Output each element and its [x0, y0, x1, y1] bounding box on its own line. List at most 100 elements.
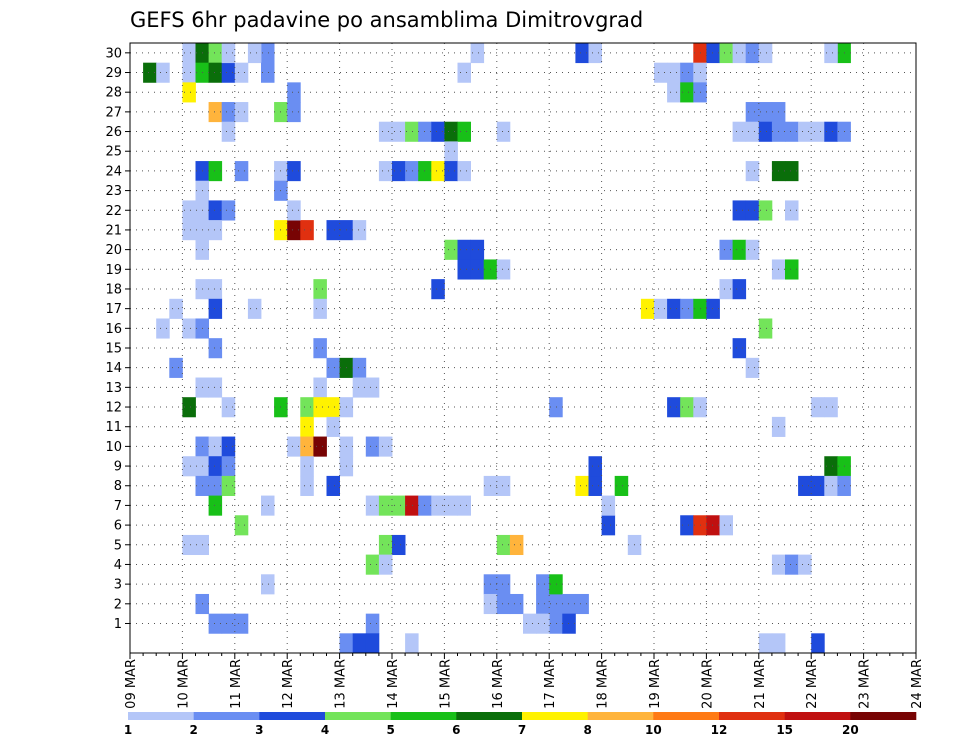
heatmap-cell — [326, 475, 340, 496]
heatmap-cell — [234, 613, 249, 634]
y-tick-label: 26 — [105, 125, 122, 140]
heatmap-cell — [313, 298, 327, 319]
colorbar-label: 2 — [189, 723, 197, 737]
colorbar-swatch — [259, 712, 326, 720]
heatmap-cell — [287, 161, 301, 182]
heatmap-cell — [143, 62, 157, 83]
heatmap-cell — [732, 200, 747, 221]
colorbar-swatch — [719, 712, 785, 720]
heatmap-cell — [811, 475, 825, 496]
colorbar-swatch — [128, 712, 194, 720]
y-tick-label: 19 — [105, 263, 122, 278]
y-tick-label: 21 — [105, 223, 122, 238]
heatmap-cell — [549, 397, 563, 418]
heatmap-cell — [588, 475, 602, 496]
heatmap-cell — [182, 43, 196, 64]
colorbar-swatch — [325, 712, 391, 720]
y-tick-label: 28 — [105, 86, 122, 101]
heatmap-cell — [208, 220, 223, 241]
heatmap-cell — [405, 633, 419, 654]
heatmap-cell — [732, 279, 747, 300]
y-tick-label: 24 — [105, 164, 122, 179]
x-tick-label: 16 MAR — [491, 659, 506, 709]
heatmap-cell — [208, 475, 223, 496]
heatmap-cell — [300, 416, 314, 437]
colorbar-label: 20 — [842, 723, 859, 737]
heatmap-cell — [588, 43, 602, 64]
heatmap-cell — [509, 593, 524, 615]
heatmap-cell — [444, 161, 458, 182]
heatmap-cell — [431, 121, 445, 142]
dotted-grid — [130, 43, 916, 653]
heatmap-cell — [496, 121, 511, 142]
heatmap-cell — [680, 62, 694, 83]
heatmap-cell — [405, 161, 419, 182]
heatmap-cell — [326, 220, 340, 241]
heatmap-cell — [719, 239, 733, 260]
heatmap-cell — [706, 298, 720, 319]
heatmap-cell — [536, 574, 550, 595]
heatmap-cell — [313, 377, 327, 398]
heatmap-cell — [261, 43, 275, 64]
colorbar-swatch — [390, 712, 457, 720]
heatmap-cell — [785, 259, 799, 280]
heatmap-cell — [182, 534, 196, 556]
heatmap-cell — [208, 338, 223, 359]
heatmap-cell — [811, 633, 825, 654]
heatmap-cell — [667, 298, 681, 319]
heatmap-cell — [182, 318, 196, 339]
y-tick-label: 8 — [114, 479, 122, 494]
heatmap-cell — [732, 239, 747, 260]
heatmap-cell — [405, 121, 419, 142]
heatmap-cell — [208, 436, 223, 457]
heatmap-cell — [785, 200, 799, 221]
y-axis: 1234567891011121314151617181920212223242… — [105, 46, 130, 632]
x-axis: 09 MAR 10 MAR 11 MAR 12 MAR 13 MAR 14 MAR 15 M… — [124, 653, 925, 709]
heatmap-cell — [287, 220, 301, 241]
heatmap-cell — [496, 475, 511, 496]
heatmap-cell — [156, 318, 170, 339]
heatmap-cell — [575, 43, 589, 64]
colorbar-swatch — [193, 712, 260, 720]
heatmap-cell — [457, 239, 471, 260]
heatmap-cell — [221, 62, 236, 83]
y-tick-label: 14 — [105, 361, 122, 376]
colorbar-label: 5 — [386, 723, 394, 737]
heatmap-cell — [392, 121, 406, 142]
heatmap-cell — [208, 102, 223, 123]
heatmap-cell — [758, 200, 773, 221]
heatmap-cell — [392, 534, 406, 556]
heatmap-cell — [745, 239, 760, 260]
heatmap-cell — [378, 534, 393, 556]
y-tick-label: 2 — [114, 597, 122, 612]
heatmap-cell — [182, 200, 196, 221]
y-tick-label: 5 — [114, 538, 122, 553]
x-tick-label: 12 MAR — [281, 659, 296, 709]
heatmap-cell — [221, 43, 236, 64]
heatmap-cell — [732, 121, 747, 142]
heatmap-cell — [562, 593, 576, 615]
heatmap-cell — [261, 62, 275, 83]
heatmap-cell — [745, 161, 760, 182]
y-tick-label: 27 — [105, 105, 122, 120]
colorbar-label: 7 — [518, 723, 526, 737]
heatmap-cell — [523, 613, 537, 634]
colorbar-label: 1 — [124, 723, 132, 737]
x-tick-label: 23 MAR — [858, 659, 873, 709]
heatmap-cell — [496, 259, 511, 280]
heatmap-cell — [745, 200, 760, 221]
colorbar-label: 4 — [321, 723, 329, 737]
heatmap-cell — [365, 613, 380, 634]
heatmap-cell — [785, 121, 799, 142]
heatmap-cell — [811, 121, 825, 142]
y-tick-label: 30 — [105, 46, 122, 61]
heatmap-cell — [169, 298, 183, 319]
chart-title: GEFS 6hr padavine po ansamblima Dimitrov… — [130, 8, 643, 32]
heatmap-cell — [470, 239, 485, 260]
heatmap-cell — [562, 613, 576, 634]
heatmap-cell — [405, 495, 419, 516]
heatmap-cell — [575, 593, 589, 615]
heatmap-cell — [156, 62, 170, 83]
heatmap-cell — [313, 436, 327, 457]
